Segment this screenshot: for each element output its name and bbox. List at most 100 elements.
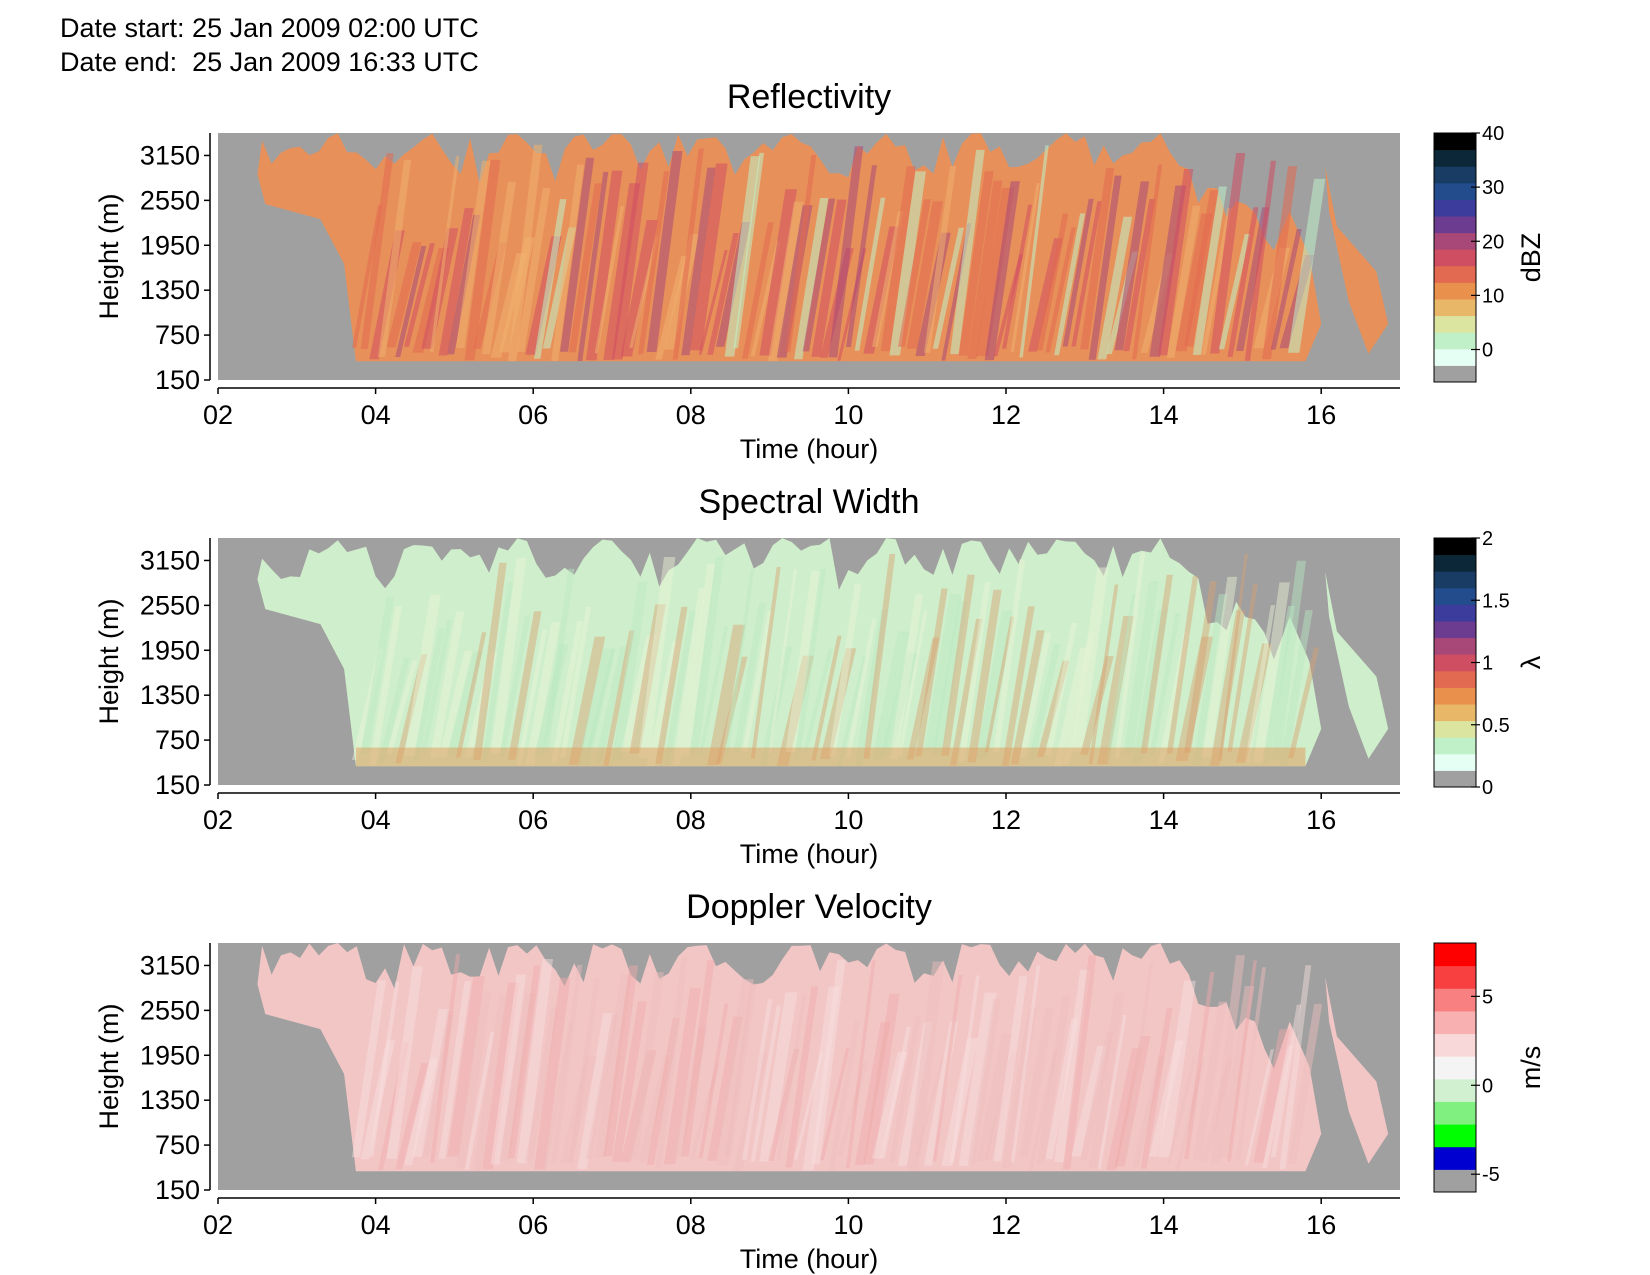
echo-streak [1201, 576, 1238, 758]
echo-streak [698, 626, 729, 757]
y-tick-label: 1950 [140, 230, 200, 260]
x-axis-label: Time (hour) [740, 839, 879, 869]
x-axis-label: Time (hour) [740, 1244, 879, 1274]
echo-streak [586, 170, 623, 361]
echo-streak [1002, 606, 1035, 766]
y-tick-label: 150 [155, 770, 200, 800]
colorbar-label: dBZ [1516, 233, 1546, 283]
echo-streak [690, 1062, 721, 1159]
echo-streak [499, 615, 531, 757]
echo-streak [629, 604, 666, 754]
x-tick-label: 10 [833, 805, 863, 835]
echo-streak [603, 630, 635, 766]
echo-streak [794, 198, 829, 360]
echo-streak [412, 1009, 449, 1157]
echo-streak [837, 655, 868, 767]
echo-streak [447, 651, 483, 756]
echo-streak [612, 582, 648, 761]
echo-streak [1166, 1058, 1197, 1165]
echo-streak [993, 976, 1028, 1162]
y-tick-label: 2550 [140, 995, 200, 1025]
echo-streak [776, 993, 807, 1160]
echo-streak [1158, 980, 1196, 1158]
y-tick-label: 750 [155, 320, 200, 350]
y-tick-label: 3150 [140, 950, 200, 980]
colorbar: 0 10 20 30 40 dBZ [1433, 123, 1546, 383]
echo-streak [828, 583, 862, 757]
echo-streak [1019, 632, 1052, 758]
echo-streak [950, 149, 985, 355]
y-tick-label: 2550 [140, 590, 200, 620]
echo-streak [906, 637, 940, 760]
colorbar-segment [1434, 965, 1476, 989]
echo-streak [698, 250, 728, 355]
colorbar-segment [1434, 216, 1476, 234]
colorbar-segment [1434, 587, 1476, 605]
echo-streak [594, 205, 624, 354]
echo-streak [1140, 574, 1173, 754]
x-tick-label: 06 [518, 805, 548, 835]
echo-streak [430, 156, 460, 352]
echo-streak [1002, 204, 1033, 349]
echo-streak [1184, 190, 1219, 347]
echo-streak [412, 628, 445, 763]
echo-streak [724, 569, 755, 758]
y-axis-label: Height (m) [94, 193, 124, 319]
echo-streak [1192, 186, 1227, 355]
echo-streak [1045, 622, 1078, 756]
echo-streak [950, 975, 980, 1163]
echo-streak [490, 974, 526, 1165]
x-tick-label: 12 [991, 1210, 1021, 1240]
echo-streak [958, 171, 994, 356]
echo-streak [447, 976, 485, 1157]
colorbar-segment [1434, 1169, 1476, 1193]
echo-streak [516, 188, 551, 352]
colorbar-segment [1434, 670, 1476, 688]
echo-streak [421, 1011, 455, 1158]
panel-title: Doppler Velocity [686, 888, 932, 926]
echo-streak [698, 1003, 729, 1158]
echo-streak [854, 197, 886, 351]
echo-streak [759, 992, 798, 1162]
echo-streak [378, 657, 411, 764]
echo-streak [863, 993, 900, 1165]
echo-streak [1132, 164, 1163, 360]
echo-streak [1062, 198, 1094, 347]
echo-streak [620, 220, 658, 357]
echo-streak [967, 180, 1003, 359]
echo-streak [386, 660, 418, 753]
echo-streak [1088, 993, 1125, 1169]
echo-streak [984, 181, 1020, 361]
echo-streak [577, 1013, 613, 1170]
echo-streak [941, 1038, 979, 1166]
echo-streak [984, 1051, 1018, 1160]
echo-streak [724, 983, 757, 1158]
colorbar: -5 0 5 m/s [1433, 942, 1546, 1193]
x-tick-label: 02 [203, 400, 233, 430]
x-tick-label: 14 [1149, 805, 1179, 835]
echo-streak [1123, 581, 1159, 755]
echo-streak [404, 594, 441, 756]
echo-streak [794, 1052, 824, 1160]
colorbar-segment [1434, 654, 1476, 672]
echo-streak [820, 648, 857, 760]
x-tick-label: 04 [361, 1210, 391, 1240]
echo-streak [1166, 576, 1199, 754]
echo-streak [880, 166, 916, 352]
echo-streak [430, 954, 461, 1163]
colorbar-segment [1434, 365, 1476, 383]
colorbar-tick-label: 20 [1482, 231, 1504, 253]
x-tick-label: 14 [1149, 1210, 1179, 1240]
colorbar-segment [1434, 182, 1476, 200]
echo-streak [638, 171, 670, 355]
echo-region-late [1325, 166, 1389, 354]
echo-streak [733, 1052, 769, 1171]
echo-streak [352, 205, 383, 348]
echo-streak [690, 163, 728, 351]
colorbar-segment [1434, 1033, 1476, 1057]
echo-streak [525, 1008, 559, 1162]
x-tick-label: 06 [518, 400, 548, 430]
echo-streak [586, 648, 616, 753]
echo-streak [1184, 972, 1215, 1159]
colorbar-tick-label: 0 [1482, 777, 1493, 799]
